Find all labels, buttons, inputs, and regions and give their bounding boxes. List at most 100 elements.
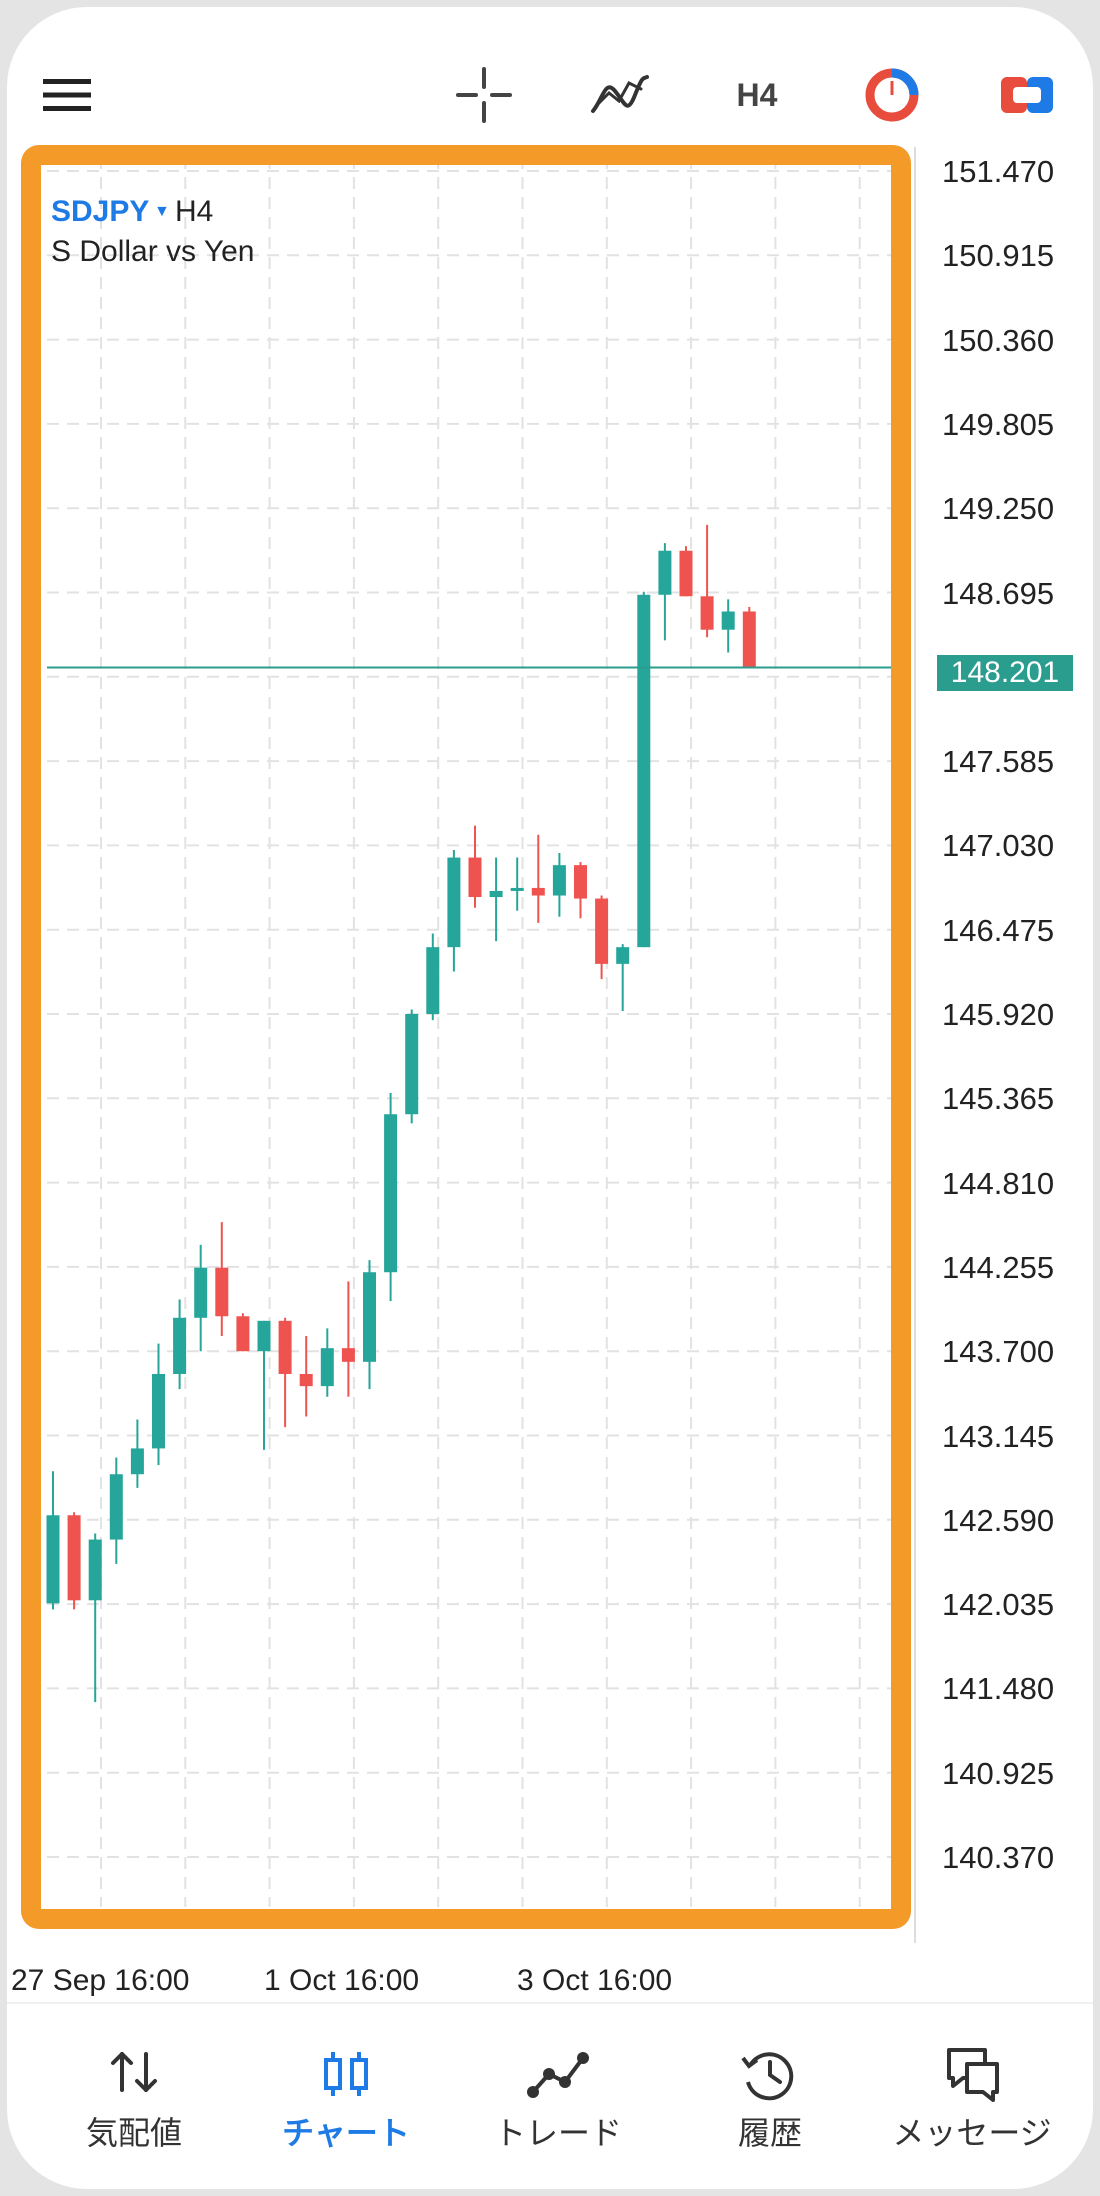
chart-timeframe: H4 <box>175 195 214 228</box>
nav-chart-label: チャート <box>282 2115 410 2151</box>
indicator-wave-icon <box>591 75 649 113</box>
price-tick-label: 146.475 <box>942 912 1055 948</box>
price-tick-label: 140.370 <box>942 1840 1055 1875</box>
candle-body <box>299 1373 313 1387</box>
price-tick-label: 149.805 <box>942 406 1055 442</box>
price-tick-label: 145.920 <box>942 997 1055 1032</box>
nav-quotes[interactable]: 気配値 <box>49 2044 219 2164</box>
price-tick-label: 147.585 <box>942 744 1055 780</box>
candle <box>742 606 756 668</box>
indicators-button[interactable] <box>582 59 656 131</box>
candle-body <box>468 857 482 898</box>
candle-body <box>363 1272 376 1362</box>
candle <box>363 1260 376 1390</box>
algo-trading-icon <box>865 68 919 122</box>
price-tick-label: 147.030 <box>942 828 1055 864</box>
candle <box>341 1281 355 1397</box>
price-tick-label: 149.250 <box>942 491 1055 527</box>
candle <box>384 1092 398 1302</box>
algo-trading-button[interactable] <box>855 59 929 131</box>
timeframe-button[interactable]: H4 <box>736 76 778 113</box>
price-tick-label: 148.695 <box>942 575 1055 611</box>
chart-symbol[interactable]: SDJPY <box>51 195 150 228</box>
candle-body <box>194 1267 208 1318</box>
candle-body <box>152 1373 165 1449</box>
candle <box>109 1457 123 1564</box>
candle <box>46 1471 60 1610</box>
candle <box>468 825 482 908</box>
hamburger-menu-icon <box>43 79 91 111</box>
quotes-arrows-icon <box>111 2052 157 2092</box>
candle <box>257 1320 271 1450</box>
nav-messages[interactable]: メッセージ <box>887 2044 1057 2164</box>
menu-button[interactable] <box>32 65 102 125</box>
candle-body <box>489 890 503 898</box>
candle <box>489 857 503 942</box>
nav-trade[interactable]: トレード <box>473 2044 643 2164</box>
history-clock-icon <box>741 2052 794 2101</box>
candle <box>679 546 693 597</box>
price-tick-label: 142.035 <box>942 1587 1055 1623</box>
candle-body <box>278 1320 292 1374</box>
candle-body <box>236 1316 250 1352</box>
candle-body <box>742 611 756 668</box>
price-tick-label: 144.255 <box>942 1249 1055 1285</box>
candle-body <box>595 898 609 964</box>
price-tick-label: 140.925 <box>942 1755 1055 1791</box>
bottom-navigation: 気配値 チャート トレード <box>7 2002 1093 2189</box>
candle-body <box>721 611 735 630</box>
candle <box>194 1244 208 1352</box>
candle <box>574 862 587 919</box>
symbol-dropdown-icon[interactable]: ▼ <box>154 203 170 220</box>
candle-body <box>574 865 587 899</box>
candle-body <box>46 1515 60 1604</box>
price-tick-label: 143.145 <box>942 1418 1055 1454</box>
candle-body <box>679 550 693 597</box>
candle-body <box>130 1448 144 1475</box>
candle-body <box>215 1267 229 1317</box>
candles <box>46 524 756 1703</box>
trade-account-button[interactable] <box>990 59 1064 131</box>
candle <box>320 1328 334 1397</box>
candle <box>552 852 566 917</box>
highlight-frame <box>21 145 911 1929</box>
symbol-description: S Dollar vs Yen <box>51 235 255 268</box>
candle-body <box>426 947 440 1014</box>
candle <box>278 1317 292 1428</box>
candle <box>510 857 524 911</box>
candle-body <box>658 550 672 595</box>
candle-body <box>384 1114 398 1273</box>
price-tick-label: 151.470 <box>942 154 1055 189</box>
candle <box>173 1299 187 1390</box>
price-chart[interactable] <box>7 7 1093 2007</box>
candle <box>130 1419 144 1488</box>
crosshair-button[interactable] <box>447 59 521 131</box>
price-tick-label: 145.365 <box>942 1081 1055 1117</box>
trade-line-icon <box>527 2052 589 2098</box>
nav-trade-label: トレード <box>493 2115 622 2151</box>
candle-body <box>341 1348 355 1362</box>
candle-body <box>616 947 630 964</box>
candle-body <box>173 1317 187 1374</box>
candle-body <box>552 865 566 896</box>
candle-body <box>67 1515 81 1601</box>
time-tick-label: 3 Oct 16:00 <box>517 1964 673 1997</box>
candle-body <box>637 594 651 948</box>
current-price-badge: 148.201 <box>937 655 1073 691</box>
nav-messages-label: メッセージ <box>892 2115 1052 2151</box>
price-tick-label: 144.810 <box>942 1165 1055 1201</box>
candle <box>721 599 735 653</box>
candle <box>405 1009 419 1124</box>
candle-body <box>257 1320 271 1352</box>
candle <box>88 1533 102 1703</box>
time-tick-label: 1 Oct 16:00 <box>264 1964 420 1997</box>
candle <box>426 933 440 1021</box>
candle <box>700 524 714 638</box>
candle-body <box>510 887 524 891</box>
candle <box>447 849 461 972</box>
candle <box>67 1512 81 1610</box>
crosshair-icon <box>456 67 512 123</box>
nav-chart[interactable]: チャート <box>261 2044 431 2164</box>
price-tick-label: 150.915 <box>942 238 1055 274</box>
nav-history[interactable]: 履歴 <box>685 2044 855 2164</box>
